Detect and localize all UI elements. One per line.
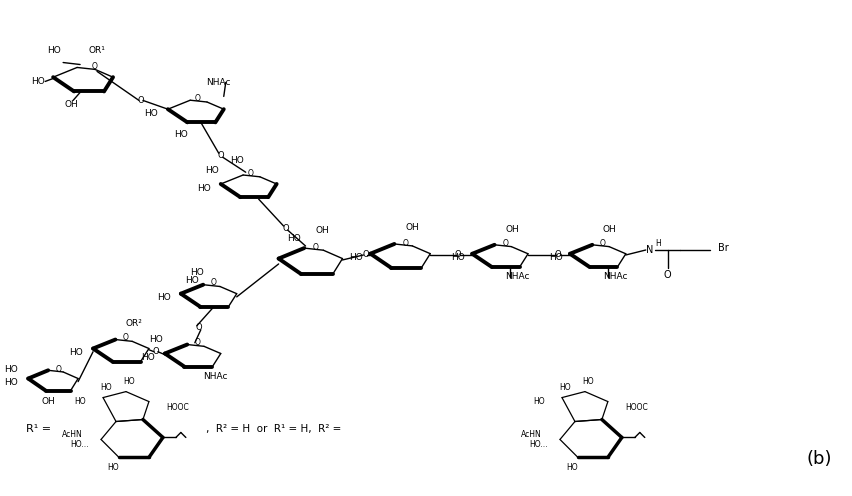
Text: HO: HO: [149, 335, 163, 344]
Text: HO: HO: [566, 463, 578, 472]
Text: NHAc: NHAc: [206, 78, 230, 87]
Text: HO: HO: [124, 377, 135, 386]
Text: OR²: OR²: [126, 319, 143, 328]
Text: O: O: [92, 62, 98, 71]
Text: O: O: [217, 151, 224, 160]
Text: HO: HO: [4, 378, 18, 387]
Text: HO: HO: [157, 293, 171, 303]
Text: OH: OH: [406, 223, 419, 232]
Text: HO: HO: [107, 463, 118, 472]
Text: O: O: [664, 270, 671, 280]
Text: HO: HO: [287, 234, 301, 243]
Text: HO: HO: [452, 253, 465, 262]
Text: N: N: [646, 245, 653, 255]
Text: HO: HO: [550, 253, 563, 262]
Text: HO: HO: [74, 397, 86, 406]
Text: O: O: [195, 94, 201, 103]
Text: O: O: [282, 224, 289, 233]
Text: H: H: [655, 239, 660, 248]
Text: O: O: [210, 278, 216, 287]
Text: HO: HO: [533, 397, 545, 406]
Text: HO: HO: [48, 46, 61, 55]
Text: O: O: [600, 239, 606, 248]
Text: HO: HO: [101, 383, 112, 392]
Text: HO: HO: [348, 253, 362, 262]
Text: O: O: [248, 169, 254, 178]
Text: NHAc: NHAc: [505, 272, 530, 281]
Text: O: O: [502, 239, 508, 248]
Text: AcHN: AcHN: [521, 430, 542, 439]
Text: OH: OH: [64, 100, 78, 109]
Text: Br: Br: [717, 243, 728, 253]
Text: HO: HO: [582, 377, 594, 386]
Text: NHAc: NHAc: [203, 372, 227, 381]
Text: OH: OH: [315, 226, 329, 235]
Text: HOOC: HOOC: [625, 403, 648, 412]
Text: NHAc: NHAc: [603, 272, 627, 281]
Text: R¹ =: R¹ =: [26, 425, 51, 434]
Text: OH: OH: [41, 397, 55, 406]
Text: HO...: HO...: [71, 440, 89, 449]
Text: OR¹: OR¹: [88, 46, 105, 55]
Text: HO: HO: [32, 77, 45, 86]
Text: HO: HO: [197, 184, 210, 192]
Text: HO: HO: [559, 383, 571, 392]
Text: O: O: [195, 323, 202, 332]
Text: HO: HO: [190, 268, 204, 277]
Text: O: O: [362, 250, 369, 259]
Text: O: O: [555, 250, 561, 259]
Text: OH: OH: [505, 225, 519, 234]
Text: HOOC: HOOC: [166, 403, 188, 412]
Text: ,  R² = H  or  R¹ = H,  R² =: , R² = H or R¹ = H, R² =: [206, 425, 341, 434]
Text: O: O: [153, 347, 159, 356]
Text: HO...: HO...: [529, 440, 548, 449]
Text: O: O: [402, 239, 408, 248]
Text: HO: HO: [144, 109, 158, 118]
Text: HO: HO: [205, 166, 219, 175]
Text: HO: HO: [174, 130, 187, 139]
Text: HO: HO: [230, 156, 244, 165]
Text: HO: HO: [141, 353, 155, 362]
Text: HO: HO: [69, 348, 83, 357]
Text: OH: OH: [603, 225, 617, 234]
Text: O: O: [195, 338, 201, 347]
Text: AcHN: AcHN: [62, 430, 83, 439]
Text: O: O: [455, 250, 462, 259]
Text: O: O: [138, 96, 144, 105]
Text: (b): (b): [807, 450, 832, 468]
Text: O: O: [313, 244, 319, 252]
Text: O: O: [123, 333, 129, 342]
Text: HO: HO: [185, 276, 199, 285]
Text: O: O: [55, 365, 61, 374]
Text: HO: HO: [4, 365, 18, 374]
